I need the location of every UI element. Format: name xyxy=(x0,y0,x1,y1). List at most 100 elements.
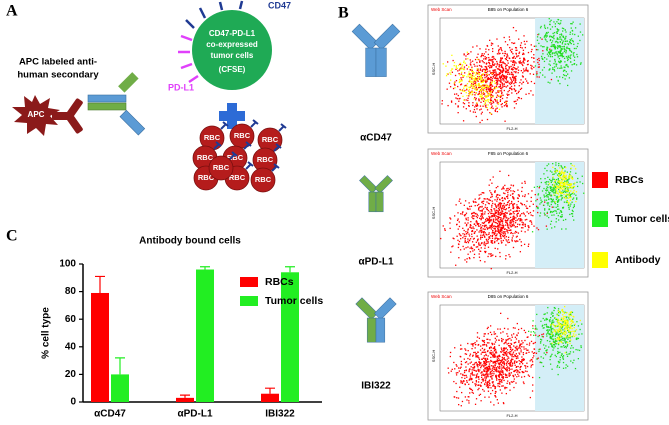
legend-label: RBCs xyxy=(615,174,644,186)
scatter-dot xyxy=(478,198,480,200)
scatter-dot xyxy=(500,207,503,209)
scatter-dot xyxy=(506,53,508,55)
scatter-dot xyxy=(450,100,453,102)
scatter-dot xyxy=(551,332,553,334)
scatter-dot xyxy=(568,172,571,175)
scatter-dot xyxy=(543,212,546,214)
scatter-dot xyxy=(455,68,457,71)
scatter-dot xyxy=(568,313,570,315)
scatter-dot xyxy=(569,312,571,314)
scatter-dot xyxy=(495,369,498,371)
scatter-dot xyxy=(485,85,488,87)
scatter-dot xyxy=(473,369,475,371)
scatter-dot xyxy=(496,107,498,109)
scatter-dot xyxy=(554,202,556,204)
scatter-dot xyxy=(573,51,575,54)
scatter-dot xyxy=(557,352,560,354)
scatter-dot xyxy=(506,220,508,222)
scatter-dot xyxy=(545,350,548,352)
scatter-dot xyxy=(459,67,461,70)
scatter-dot xyxy=(574,330,576,333)
scatter-dot xyxy=(501,392,503,394)
scatter-dot xyxy=(559,185,561,187)
scatter-dot xyxy=(499,90,501,92)
scatter-dot xyxy=(527,349,529,351)
scatter-dot xyxy=(520,62,523,64)
scatter-dot xyxy=(485,371,488,373)
scatter-dot xyxy=(549,358,551,361)
scatter-dot xyxy=(484,224,486,227)
scatter-dot xyxy=(485,243,487,245)
scatter-dot xyxy=(515,53,518,55)
scatter-dot xyxy=(479,197,481,199)
scatter-dot xyxy=(563,322,566,324)
scatter-dot xyxy=(499,328,501,330)
scatter-dot xyxy=(488,365,490,367)
scatter-dot xyxy=(470,213,473,215)
scatter-dot xyxy=(483,343,486,346)
scatter-dot xyxy=(563,193,565,196)
scatter-dot xyxy=(515,236,518,238)
scatter-dot xyxy=(560,192,562,195)
scatter-dot xyxy=(523,329,525,332)
scatter-dot xyxy=(565,49,567,51)
tumor-cell-label: tumor cells xyxy=(211,51,254,60)
scatter-dot xyxy=(570,313,572,316)
scatter-dot xyxy=(459,88,461,91)
scatter-dot xyxy=(557,308,560,310)
scatter-dot xyxy=(558,171,561,174)
scatter-dot xyxy=(458,225,461,228)
scatter-dot xyxy=(555,218,558,220)
scatter-dot xyxy=(556,28,559,31)
scatter-dot xyxy=(548,333,550,335)
scatter-dot xyxy=(561,39,563,41)
scatter-dot xyxy=(566,190,568,192)
scatter-dot xyxy=(575,191,578,193)
scatter-dot xyxy=(562,174,565,176)
scatter-dot xyxy=(460,234,462,237)
scatter-dot xyxy=(484,79,487,81)
scatter-dot xyxy=(563,344,565,347)
scatter-dot xyxy=(517,370,519,372)
x-axis-label: FL2-H xyxy=(506,270,517,275)
scatter-dot xyxy=(489,211,491,213)
scatter-dot xyxy=(549,319,551,321)
scatter-dot xyxy=(531,68,533,70)
scatter-dot xyxy=(571,328,573,330)
scatter-dot xyxy=(497,385,499,387)
scatter-dot xyxy=(567,326,570,328)
scatter-dot xyxy=(521,47,523,49)
scatter-dot xyxy=(484,364,487,366)
scatter-dot xyxy=(488,77,490,80)
scatter-dot xyxy=(505,215,507,217)
scatter-dot xyxy=(567,324,570,326)
scatter-dot xyxy=(477,381,480,383)
scatter-dot xyxy=(487,202,490,204)
scatter-dot xyxy=(562,333,564,335)
scatter-dot xyxy=(557,352,559,355)
scatter-dot xyxy=(561,184,563,187)
scatter-dot xyxy=(553,200,555,203)
scatter-dot xyxy=(563,339,566,341)
scatter-dot xyxy=(501,79,503,81)
scatter-dot xyxy=(557,318,559,321)
scatter-dot xyxy=(495,352,497,354)
scatter-dot xyxy=(496,94,499,96)
scatter-dot xyxy=(552,32,554,35)
scatter-dot xyxy=(492,374,494,377)
scatter-dot xyxy=(500,381,502,383)
scatter-dot xyxy=(491,85,493,87)
scatter-dot xyxy=(475,355,477,357)
scatter-dot xyxy=(491,353,493,356)
scatter-dot xyxy=(508,39,511,41)
scatter-dot xyxy=(486,361,488,363)
scatter-dot xyxy=(567,338,569,340)
scatter-dot xyxy=(510,231,512,234)
scatter-dot xyxy=(570,314,572,317)
scatter-dot xyxy=(546,202,548,204)
scatter-dot xyxy=(480,353,482,355)
scatter-dot xyxy=(469,79,471,82)
error-bar xyxy=(115,357,125,375)
scatter-dot xyxy=(564,338,566,340)
scatter-dot xyxy=(514,364,516,366)
